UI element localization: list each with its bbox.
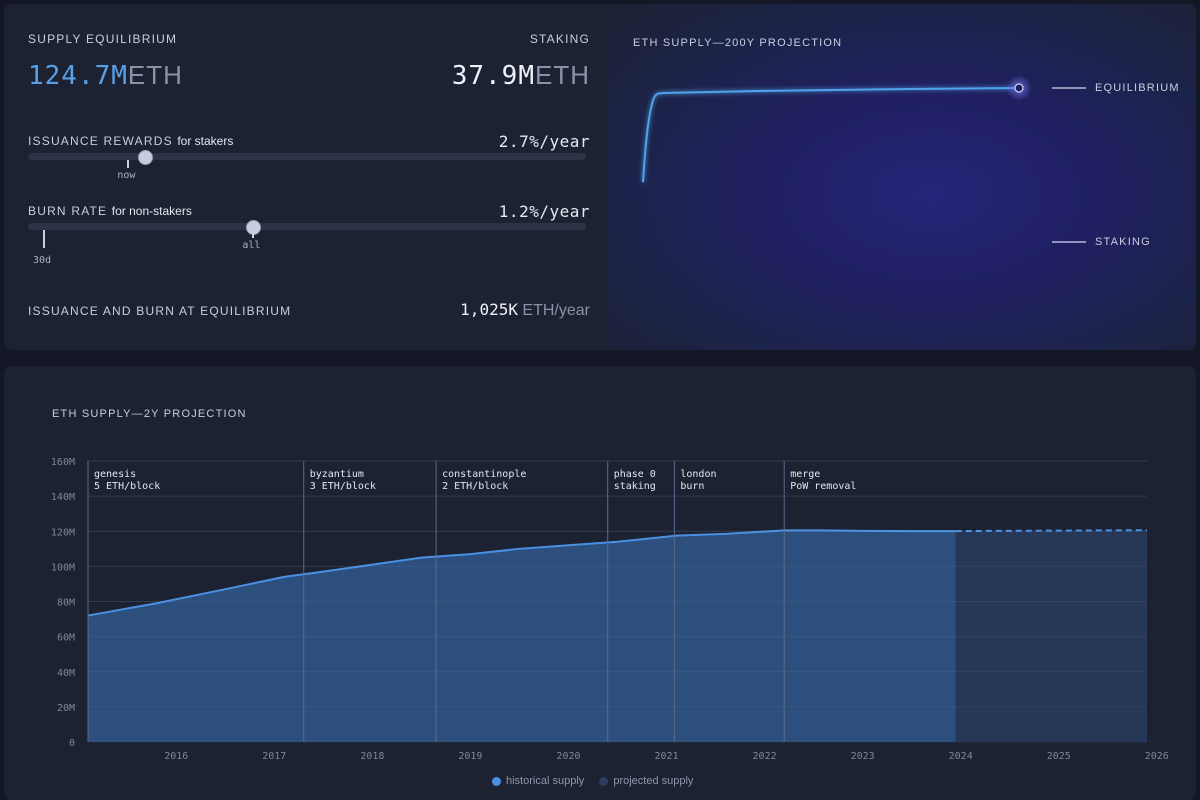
annotation-title: merge (790, 469, 820, 480)
y-tick-label: 160M (51, 457, 75, 468)
equilibrium-flow-number: 1,025K (460, 300, 518, 319)
staking-number: 37.9M (451, 61, 535, 91)
annotation-subtitle: 5 ETH/block (94, 481, 160, 492)
legend-historical-swatch (492, 776, 501, 786)
burn-rate-title: BURN RATE (28, 204, 108, 218)
burn-30d-marker (43, 230, 45, 248)
burn-rate-value: 1.2%/year (498, 202, 590, 221)
annotation-subtitle: burn (680, 481, 704, 492)
projection-200y-section: ETH SUPPLY—200Y PROJECTION EQUILIBRIUM S… (608, 4, 1196, 350)
equilibrium-point (1014, 83, 1024, 93)
staking-label: STAKING (529, 32, 590, 46)
issuance-rewards-title: ISSUANCE REWARDS (28, 134, 173, 148)
issuance-rewards-value: 2.7%/year (498, 132, 590, 151)
burn-all-label: all (242, 240, 261, 251)
legend-projected[interactable]: projected supply (599, 775, 693, 787)
staking-unit: ETH (535, 60, 590, 90)
x-tick-label: 2021 (654, 751, 678, 762)
burn-rate-label: BURN RATE for non-stakers (28, 204, 192, 218)
issuance-now-marker (127, 160, 130, 168)
y-tick-label: 40M (57, 668, 75, 679)
annotation-title: phase 0 (614, 469, 656, 480)
x-tick-label: 2017 (262, 751, 286, 762)
issuance-now-label: now (117, 170, 136, 181)
projected-supply-area (955, 530, 1147, 742)
y-tick-label: 140M (51, 492, 75, 503)
equilibrium-flow-label: ISSUANCE AND BURN AT EQUILIBRIUM (28, 304, 292, 318)
equilibrium-flow-value: 1,025K ETH/year (460, 300, 590, 320)
annotation-title: constantinople (442, 469, 526, 480)
historical-supply-area (88, 530, 956, 742)
annotation-subtitle: staking (614, 481, 656, 492)
burn-30d-label: 30d (33, 255, 52, 266)
supply-equilibrium-number: 124.7M (28, 61, 128, 91)
supply-equilibrium-unit: ETH (127, 60, 183, 90)
supply-2y-title: ETH SUPPLY—2Y PROJECTION (52, 408, 247, 420)
x-tick-label: 2022 (753, 751, 777, 762)
x-tick-label: 2018 (360, 751, 384, 762)
legend-historical[interactable]: historical supply (492, 775, 584, 787)
issuance-rewards-slider[interactable] (28, 150, 586, 165)
historical-supply-line (87, 529, 956, 617)
x-tick-label: 2020 (556, 751, 580, 762)
y-tick-label: 60M (57, 633, 75, 644)
x-tick-label: 2025 (1047, 751, 1071, 762)
projection-200y-chart (642, 75, 1086, 243)
supply-2y-panel: ETH SUPPLY—2Y PROJECTION 0 20M 40M 60M 80M 10… (4, 366, 1196, 800)
x-tick-label: 2026 (1145, 751, 1169, 762)
issuance-rewards-label: ISSUANCE REWARDS for stakers (28, 134, 233, 148)
y-tick-label: 100M (51, 562, 75, 573)
x-tick-label: 2023 (851, 751, 875, 762)
supply-equilibrium-label: SUPPLY EQUILIBRIUM (28, 32, 178, 46)
supply-equilibrium-panel: SUPPLY EQUILIBRIUM STAKING 124.7METH 37.… (4, 4, 1196, 350)
x-tick-label: 2016 (164, 751, 188, 762)
x-tick-label: 2024 (949, 751, 973, 762)
staking-legend-label: STAKING (1095, 236, 1151, 248)
controls-section: SUPPLY EQUILIBRIUM STAKING 124.7METH 37.… (4, 4, 608, 350)
staking-value: 37.9METH (452, 60, 590, 91)
chart-legend: historical supply projected supply (492, 775, 693, 787)
annotation-title: genesis (94, 469, 136, 480)
y-tick-label: 80M (57, 598, 75, 609)
issuance-rewards-qualifier: for stakers (177, 134, 234, 148)
burn-rate-qualifier: for non-stakers (111, 204, 192, 218)
equilibrium-flow-unit: ETH/year (522, 302, 590, 319)
y-tick-label: 120M (51, 527, 75, 538)
burn-all-marker (252, 230, 255, 238)
projected-supply-line (955, 529, 1148, 533)
y-tick-label: 0 (69, 738, 75, 749)
annotation-title: london (680, 469, 716, 480)
burn-rate-slider[interactable] (28, 220, 586, 235)
legend-historical-label: historical supply (506, 775, 585, 787)
annotation-subtitle: 3 ETH/block (310, 481, 376, 492)
annotation-title: byzantium (310, 469, 364, 480)
annotation-subtitle: PoW removal (790, 481, 856, 492)
issuance-rewards-slider-thumb[interactable] (137, 150, 153, 165)
equilibrium-curve (642, 87, 1020, 183)
x-tick-label: 2019 (458, 751, 482, 762)
legend-projected-label: projected supply (613, 775, 694, 787)
projection-200y-title: ETH SUPPLY—200Y PROJECTION (633, 37, 843, 49)
annotation-subtitle: 2 ETH/block (442, 481, 508, 492)
supply-equilibrium-value: 124.7METH (28, 60, 183, 91)
equilibrium-legend-label: EQUILIBRIUM (1095, 82, 1180, 94)
legend-projected-swatch (599, 776, 609, 786)
y-tick-label: 20M (57, 703, 75, 714)
